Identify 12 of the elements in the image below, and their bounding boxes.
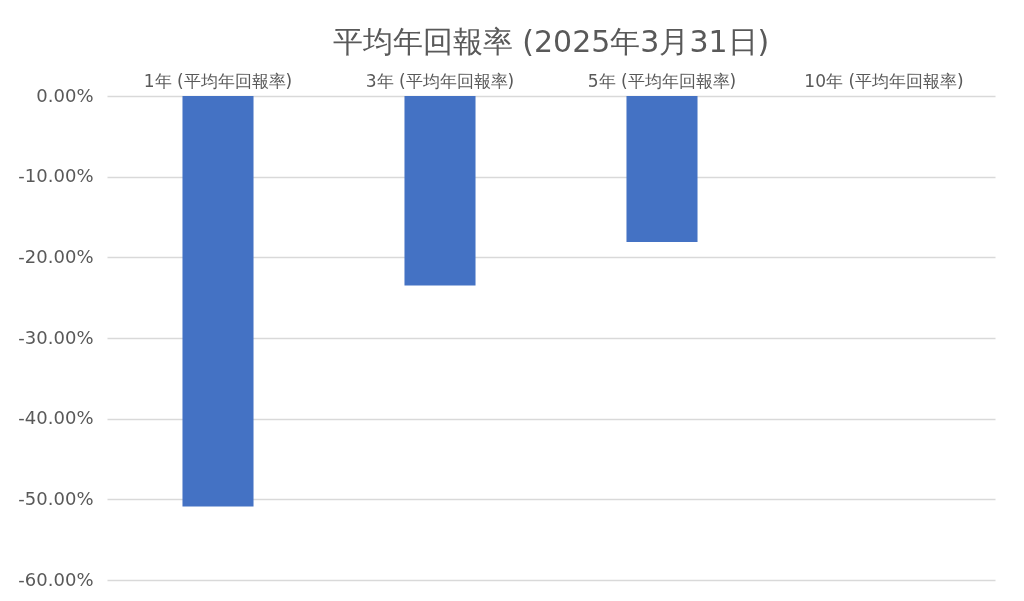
x-tick-label: 5年 (平均年回報率) (587, 70, 737, 91)
y-tick-label: -20.00% (18, 245, 94, 267)
x-tick-label: 10年 (平均年回報率) (804, 70, 964, 91)
y-tick-label: -40.00% (18, 407, 94, 429)
y-tick-label: -10.00% (18, 165, 94, 187)
y-tick-label: -30.00% (18, 326, 94, 348)
x-tick-label: 3年 (平均年回報率) (365, 70, 515, 91)
y-tick-label: -60.00% (18, 568, 94, 590)
chart-title: 平均年回報率 (2025年3月31日) (332, 24, 770, 59)
y-tick-label: 0.00% (36, 84, 94, 106)
x-tick-label: 1年 (平均年回報率) (143, 70, 293, 91)
y-tick-label: -50.00% (18, 487, 94, 509)
